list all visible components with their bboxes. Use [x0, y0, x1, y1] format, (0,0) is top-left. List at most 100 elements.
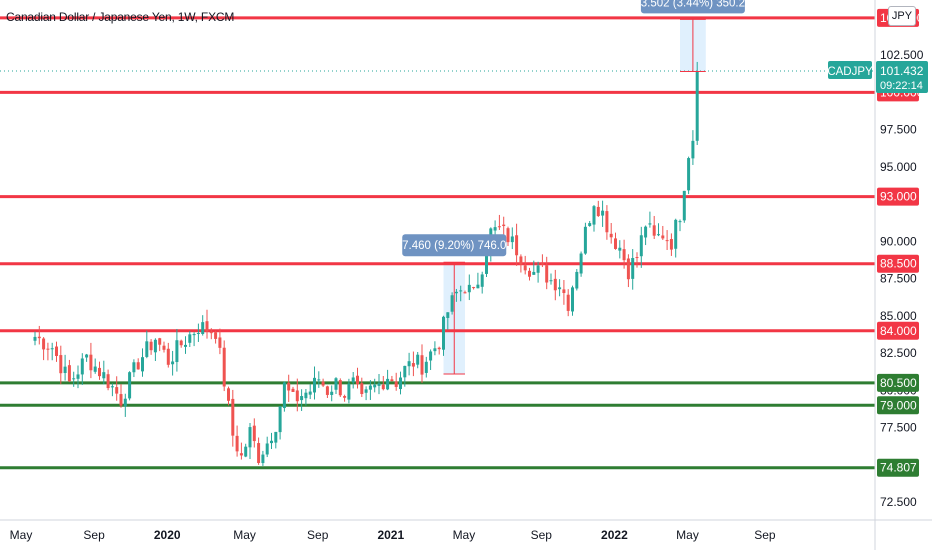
candle-body [338, 380, 342, 396]
candle-body [601, 210, 605, 216]
candle-body [691, 140, 695, 159]
candle-body [626, 258, 630, 280]
candle-body [351, 377, 355, 383]
candle-body [360, 383, 364, 395]
x-tick-label: Sep [754, 528, 776, 542]
candle-body [106, 374, 110, 389]
candle-body [523, 265, 527, 271]
candle-body [416, 354, 420, 365]
candle-body [566, 294, 570, 311]
candle-body [313, 377, 316, 393]
level-price-tag [877, 187, 919, 206]
candle-body [196, 333, 200, 335]
candle-body [618, 247, 622, 251]
candle-body [115, 387, 119, 394]
candle-body [321, 381, 325, 386]
candle-body [454, 291, 458, 294]
candle-body [661, 235, 665, 239]
candle-body [72, 378, 76, 380]
candle-body [171, 361, 175, 365]
candle-body [179, 340, 183, 346]
candle-body [678, 221, 682, 223]
candle-body [270, 440, 273, 444]
candle-body [515, 235, 519, 256]
measurement-tools[interactable]: 7.460 (9.20%) 746.0 3.502 (3.44%) 350.2 [402, 0, 745, 375]
candle-body [562, 289, 566, 294]
candle-body [218, 337, 222, 348]
candle-body [682, 190, 686, 221]
candle-body [67, 365, 71, 382]
y-tick-label: 102.500 [880, 48, 924, 62]
candle-body [278, 406, 282, 433]
candle-body [450, 295, 454, 312]
candle-body [588, 223, 592, 226]
candle-body [399, 377, 402, 390]
candle-body [274, 431, 278, 443]
candle-body [205, 321, 209, 332]
candle-body [166, 348, 170, 365]
level-price-label: 88.500 [880, 257, 917, 271]
candle-body [330, 391, 334, 395]
measurement-label: 7.460 (9.20%) 746.0 [402, 240, 506, 252]
level-price-tag [877, 254, 919, 273]
candle-body [657, 234, 660, 236]
candle-body [575, 271, 579, 289]
candle-body [549, 280, 553, 282]
candle-body [687, 158, 691, 191]
candle-body [424, 361, 428, 373]
candle-body [33, 336, 37, 341]
candle-body [201, 322, 205, 335]
candle-body [540, 263, 544, 265]
y-tick-label: 95.000 [880, 160, 917, 174]
candle-body [89, 354, 93, 371]
candle-body [343, 396, 347, 398]
candle-body [325, 386, 329, 395]
candle-body [373, 384, 377, 388]
candle-body [605, 211, 609, 233]
candle-body [334, 378, 338, 390]
y-tick-label: 77.500 [880, 421, 917, 435]
candle-body [188, 334, 192, 343]
candle-body [592, 206, 596, 225]
x-tick-label: 2021 [377, 528, 404, 542]
candle-body [519, 256, 523, 265]
candle-body [239, 453, 243, 456]
currency-button[interactable]: JPY [888, 6, 916, 26]
level-price-label: 80.500 [880, 376, 917, 390]
candle-body [145, 341, 149, 357]
y-tick-label: 85.000 [880, 309, 917, 323]
candle-body [536, 265, 540, 273]
y-tick-label: 87.500 [880, 272, 917, 286]
level-price-tag [877, 321, 919, 340]
candle-body [386, 378, 390, 390]
candle-body [356, 375, 359, 385]
candle-body [85, 354, 89, 358]
candle-body [50, 348, 54, 350]
candle-body [403, 365, 407, 378]
candle-body [407, 361, 411, 367]
candle-body [63, 366, 67, 374]
candle-body [553, 278, 557, 291]
candle-body [132, 362, 136, 373]
candle-body [317, 379, 321, 381]
candle-body [282, 382, 286, 409]
candle-body [46, 348, 50, 350]
candle-body [502, 224, 506, 227]
candle-body [631, 258, 635, 279]
candle-body [93, 366, 97, 372]
y-tick-label: 72.500 [880, 495, 917, 509]
candle-body [390, 379, 394, 382]
candle-body [287, 382, 291, 391]
candle-body [394, 381, 398, 387]
candle-body [257, 443, 261, 463]
symbol-label: CADJPY [827, 66, 873, 78]
level-price-label: 84.000 [880, 324, 917, 338]
time-axis[interactable]: May Sep 2020 May Sep 2021 May Sep 2022 May Sep [0, 519, 932, 542]
candle-body [231, 398, 235, 436]
chart-title: Canadian Dollar / Japanese Yen, 1W, FXCM [6, 10, 235, 24]
y-tick-label: 90.000 [880, 234, 917, 248]
y-tick-label: 82.500 [880, 346, 917, 360]
candle-body [532, 271, 536, 275]
candle-body [446, 312, 450, 318]
